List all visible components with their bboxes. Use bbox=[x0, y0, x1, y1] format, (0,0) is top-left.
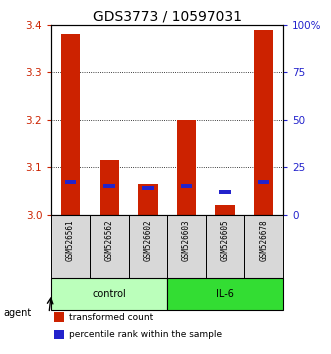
Bar bbox=[215, 205, 235, 215]
Bar bbox=[54, 330, 64, 339]
Bar bbox=[100, 160, 119, 215]
Text: percentile rank within the sample: percentile rank within the sample bbox=[69, 330, 222, 339]
Text: GSM526602: GSM526602 bbox=[143, 220, 152, 261]
Bar bbox=[54, 312, 64, 322]
Bar bbox=[61, 34, 80, 215]
Bar bbox=[103, 184, 115, 188]
Bar bbox=[51, 278, 167, 310]
Text: control: control bbox=[92, 289, 126, 299]
Bar bbox=[65, 180, 76, 184]
Bar bbox=[254, 29, 273, 215]
Bar bbox=[51, 215, 90, 278]
Text: IL-6: IL-6 bbox=[216, 289, 234, 299]
Bar bbox=[219, 190, 231, 194]
Text: GSM526603: GSM526603 bbox=[182, 220, 191, 261]
Bar bbox=[181, 184, 192, 188]
Bar bbox=[177, 120, 196, 215]
Title: GDS3773 / 10597031: GDS3773 / 10597031 bbox=[93, 10, 242, 24]
Bar bbox=[167, 278, 283, 310]
Text: GSM526562: GSM526562 bbox=[105, 220, 114, 261]
Bar bbox=[258, 180, 269, 184]
Bar bbox=[206, 215, 244, 278]
Bar bbox=[142, 186, 154, 190]
Bar bbox=[138, 184, 158, 215]
Bar bbox=[167, 215, 206, 278]
Text: agent: agent bbox=[3, 308, 31, 318]
Bar bbox=[244, 215, 283, 278]
Text: GSM526605: GSM526605 bbox=[220, 220, 230, 261]
Text: GSM526561: GSM526561 bbox=[66, 220, 75, 261]
Bar bbox=[90, 215, 128, 278]
Text: GSM526678: GSM526678 bbox=[259, 220, 268, 261]
Bar bbox=[128, 215, 167, 278]
Text: transformed count: transformed count bbox=[69, 313, 153, 321]
